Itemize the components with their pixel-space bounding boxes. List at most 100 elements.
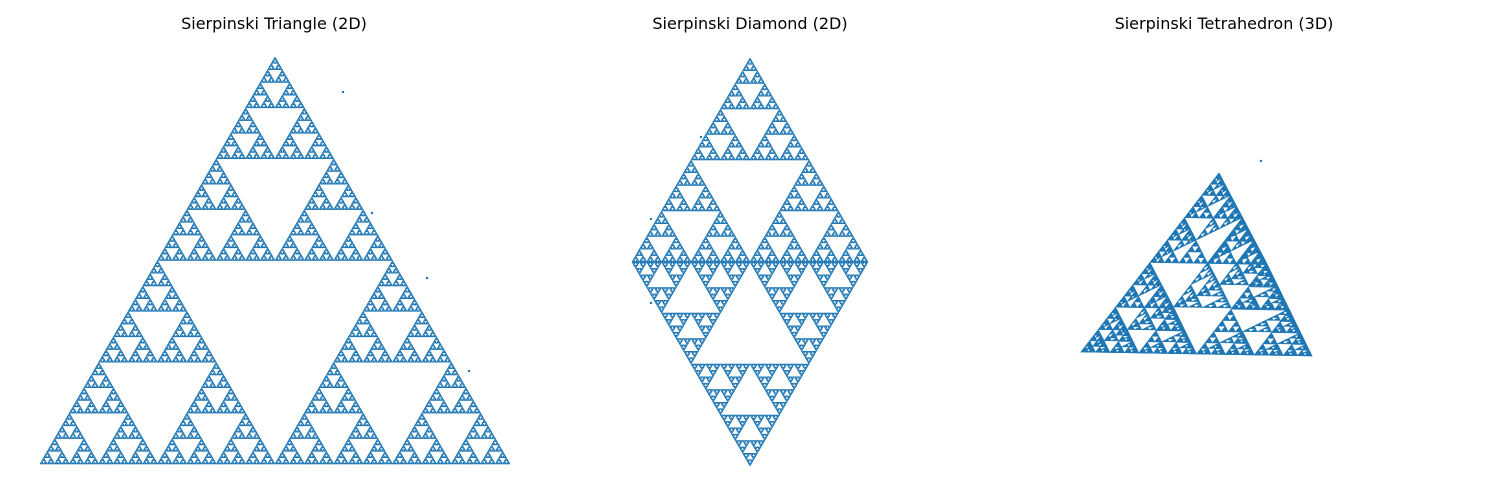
fractal-cell	[192, 427, 195, 430]
fractal-cell	[135, 455, 138, 458]
fractal-cell	[70, 408, 74, 411]
fractal-cell	[190, 420, 193, 423]
fractal-cell	[73, 435, 77, 438]
fractal-cell	[144, 449, 147, 452]
fractal-cell	[214, 385, 217, 388]
fractal-cell	[87, 379, 90, 382]
fractal-cell	[205, 384, 209, 387]
fractal-cell	[191, 435, 194, 438]
fractal-cell	[89, 411, 92, 414]
fractal-cell	[81, 462, 85, 465]
fractal-cell	[260, 447, 264, 450]
fractal-cell	[61, 455, 65, 458]
fractal-cell	[121, 460, 124, 463]
fractal-cell	[64, 431, 67, 435]
fractal-cell	[262, 457, 266, 460]
fractal-cell	[124, 458, 127, 462]
fractal-cell	[195, 462, 199, 465]
fractal-cell	[195, 449, 199, 452]
fractal-cell	[253, 447, 257, 450]
fractal-cell	[109, 458, 112, 462]
fractal-cell	[56, 436, 59, 439]
fractal-cell	[222, 450, 225, 454]
fractal-cell	[227, 409, 231, 412]
fractal-cell	[107, 398, 111, 401]
fractal-cell	[207, 374, 211, 377]
fractal-cell	[39, 462, 43, 465]
fractal-cell	[89, 462, 92, 465]
fractal-cell	[63, 420, 66, 423]
fractal-cell	[138, 436, 142, 439]
fractal-cell	[79, 406, 82, 409]
fractal-cell	[172, 447, 176, 450]
chart-title-triangle: Sierpinski Triangle (2D)	[181, 14, 367, 33]
fractal-cell	[193, 436, 197, 439]
fractal-cell	[195, 411, 199, 414]
fractal-cell	[117, 409, 121, 412]
fractal-cell	[54, 439, 57, 443]
fractal-cell	[171, 462, 175, 465]
fractal-cell	[150, 454, 154, 457]
fractal-cell	[148, 462, 151, 465]
fractal-cell	[250, 452, 254, 455]
fractal-cell	[250, 423, 254, 427]
fractal-cell	[62, 428, 66, 431]
fractal-cell	[190, 430, 193, 433]
fractal-cell	[204, 382, 208, 385]
fractal-cell	[123, 406, 126, 409]
fractal-cell	[107, 382, 111, 385]
fractal-cell	[195, 395, 199, 398]
fractal-cell	[84, 396, 88, 400]
fractal-cell	[201, 439, 204, 443]
fractal-cell	[73, 422, 77, 425]
fractal-cell	[265, 462, 268, 465]
fractal-cell	[238, 422, 242, 425]
fractal-cell	[254, 446, 257, 449]
fractal-cell	[204, 379, 208, 382]
fractal-cell	[87, 382, 90, 385]
fractal-cell	[203, 458, 206, 462]
fractal-cell	[144, 443, 147, 446]
fractal-cell	[132, 422, 135, 425]
fractal-cell	[252, 427, 256, 430]
fractal-cell	[225, 458, 228, 462]
fractal-cell	[63, 423, 66, 427]
fractal-cell	[236, 449, 239, 452]
fractal-cell	[237, 423, 241, 427]
fractal-cell	[120, 427, 123, 430]
fractal-cell	[172, 460, 176, 463]
fractal-cell	[52, 449, 55, 452]
fractal-cell	[85, 446, 89, 449]
fractal-cell	[252, 430, 256, 433]
fractal-cell	[48, 449, 52, 452]
fractal-cell	[223, 411, 226, 414]
fractal-cell	[112, 387, 115, 390]
fractal-cell	[84, 441, 88, 444]
fractal-cell	[223, 449, 226, 452]
fractal-cell	[179, 430, 182, 433]
fractal-cell	[193, 462, 197, 465]
fractal-cell	[109, 411, 112, 414]
fractal-cell	[198, 409, 201, 412]
fractal-cell	[58, 462, 61, 465]
fractal-cell	[212, 382, 215, 385]
fractal-cell	[230, 462, 234, 465]
fractal-cell	[159, 457, 163, 460]
fractal-cell	[188, 420, 191, 423]
fractal-cell	[153, 462, 156, 465]
fractal-cell	[65, 458, 68, 462]
fractal-cell	[65, 462, 68, 465]
fractal-cell	[107, 449, 111, 452]
fractal-cell	[195, 398, 199, 401]
fractal-cell	[202, 390, 205, 393]
fractal-cell	[81, 436, 85, 439]
fractal-cell	[227, 447, 231, 450]
fractal-cell	[232, 408, 235, 411]
fractal-cell	[87, 408, 90, 411]
fractal-cell	[257, 435, 260, 438]
fractal-cell	[83, 398, 87, 401]
fractal-cell	[247, 462, 250, 465]
fractal-cell	[114, 396, 117, 400]
fractal-cell	[85, 392, 89, 395]
fractal-cell	[116, 436, 120, 439]
